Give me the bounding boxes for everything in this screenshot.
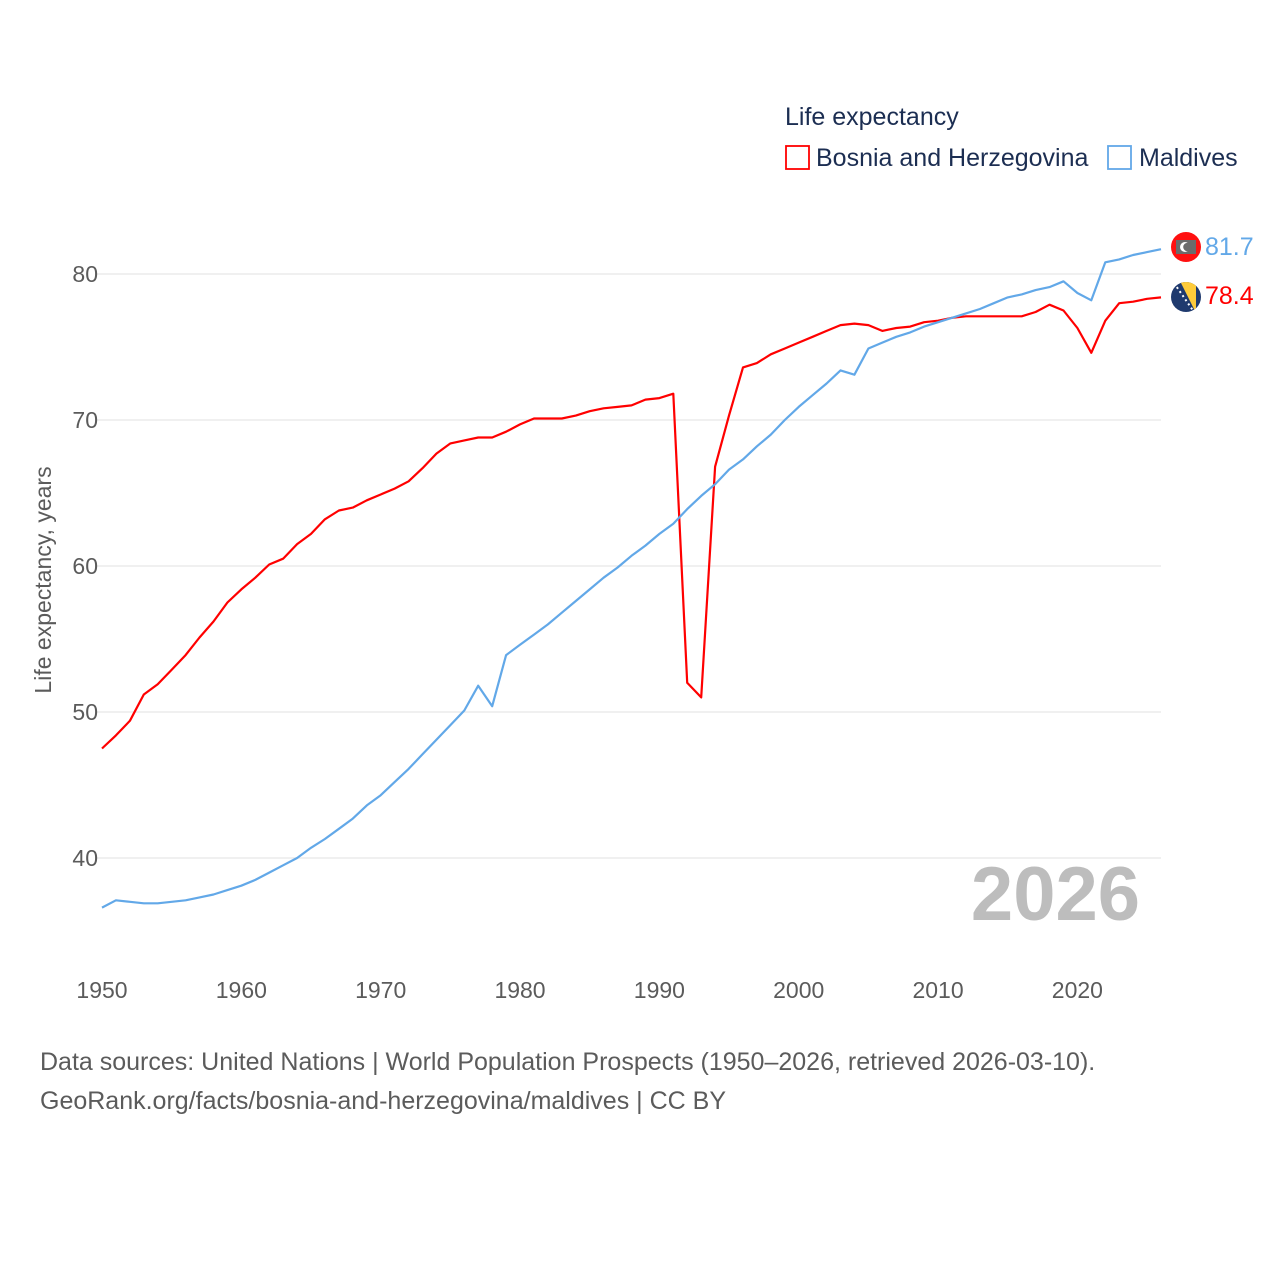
y-tick-label: 70 bbox=[72, 407, 98, 433]
x-tick-label: 1960 bbox=[216, 977, 267, 1003]
legend-swatch-bosnia bbox=[785, 145, 810, 170]
legend-label-maldives: Maldives bbox=[1139, 144, 1238, 172]
y-axis-label: Life expectancy, years bbox=[30, 466, 56, 693]
bosnia-flag-icon bbox=[1171, 282, 1201, 312]
footer: Data sources: United Nations | World Pop… bbox=[40, 1043, 1095, 1121]
legend-item-bosnia[interactable]: Bosnia and Herzegovina bbox=[785, 144, 1088, 172]
x-tick-label: 2010 bbox=[912, 977, 963, 1003]
x-tick-label: 1950 bbox=[76, 977, 127, 1003]
x-tick-label: 1980 bbox=[494, 977, 545, 1003]
legend-item-maldives[interactable]: Maldives bbox=[1107, 144, 1238, 172]
y-tick-label: 60 bbox=[72, 553, 98, 579]
series-line-maldives[interactable] bbox=[101, 248, 1162, 909]
legend-title: Life expectancy bbox=[785, 103, 959, 131]
y-tick-label: 80 bbox=[72, 261, 98, 287]
maldives-flag-icon bbox=[1171, 232, 1201, 262]
x-tick-label: 2000 bbox=[773, 977, 824, 1003]
y-tick-label: 50 bbox=[72, 699, 98, 725]
end-label-bosnia: 78.4 bbox=[1205, 282, 1254, 310]
line-chart: 40 50 60 70 80 1950 1960 1970 1980 1990 2000 2010 2… bbox=[30, 103, 1254, 1003]
x-tick-label: 1990 bbox=[634, 977, 685, 1003]
source-link[interactable]: GeoRank.org/facts/bosnia-and-herzegovina… bbox=[40, 1087, 726, 1115]
x-tick-label: 1970 bbox=[355, 977, 406, 1003]
y-tick-label: 40 bbox=[72, 845, 98, 871]
year-watermark: 2026 bbox=[971, 852, 1140, 937]
end-label-maldives: 81.7 bbox=[1205, 233, 1254, 261]
data-sources: Data sources: United Nations | World Pop… bbox=[40, 1048, 1096, 1076]
series-line-bosnia[interactable] bbox=[101, 296, 1162, 750]
legend-label-bosnia: Bosnia and Herzegovina bbox=[816, 144, 1088, 172]
x-tick-label: 2020 bbox=[1052, 977, 1103, 1003]
legend-swatch-maldives bbox=[1107, 145, 1132, 170]
